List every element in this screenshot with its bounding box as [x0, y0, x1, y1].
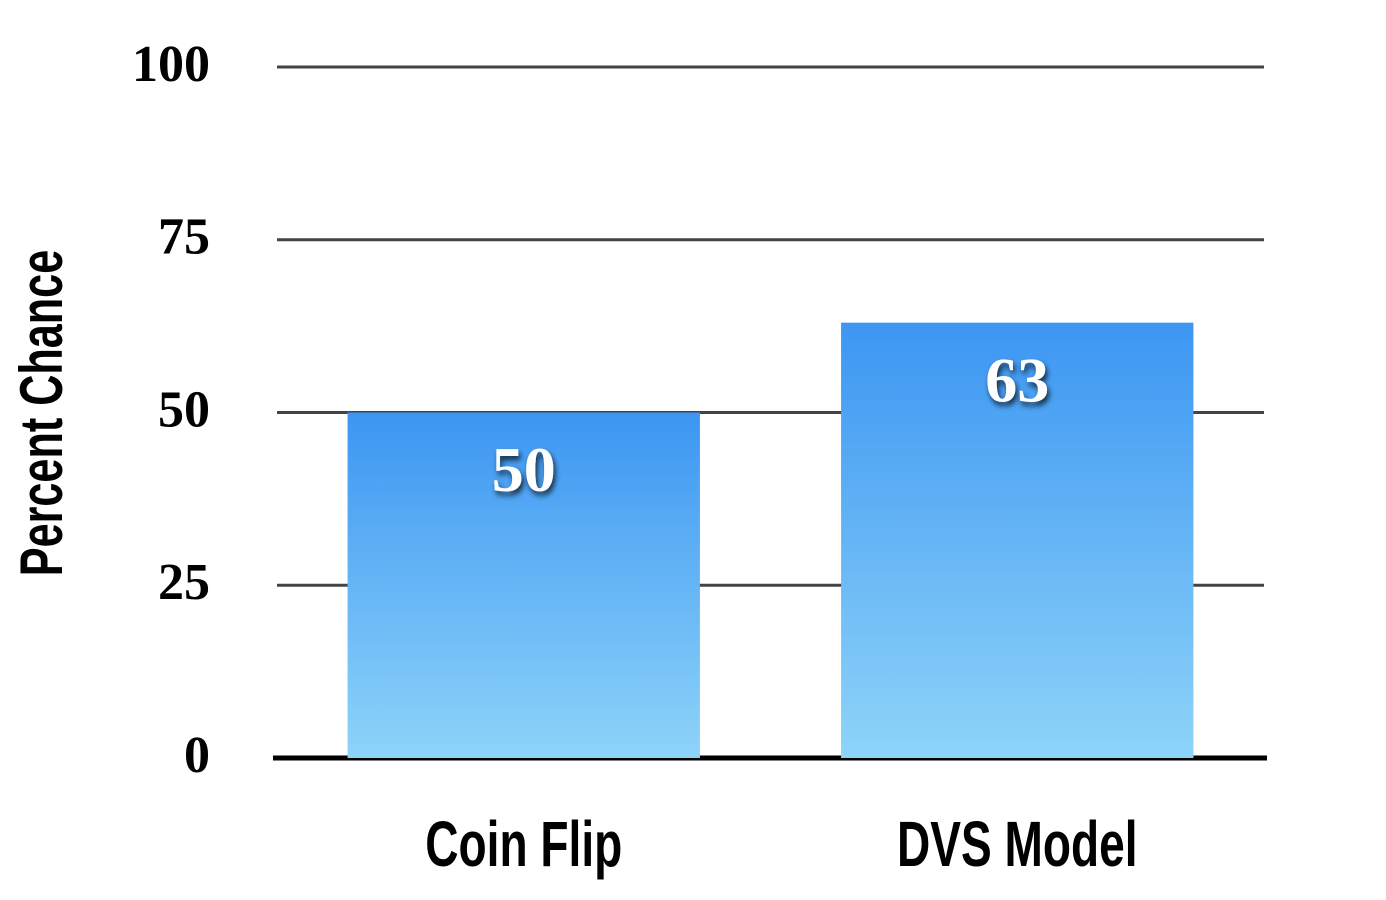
- x-tick-label: Coin Flip: [425, 809, 622, 880]
- y-tick-label: 100: [132, 36, 210, 93]
- data-label: 63: [985, 344, 1049, 415]
- bar: [841, 322, 1194, 758]
- x-tick-label: DVS Model: [897, 809, 1138, 880]
- y-tick-label: 75: [158, 209, 210, 266]
- y-axis-title: Percent Chance: [9, 250, 76, 576]
- data-label: 50: [492, 434, 556, 505]
- labels: 0 25 50 75 100 Coin Flip 50 DVS Model 63: [132, 36, 1138, 880]
- bar: [347, 412, 700, 758]
- y-tick-label: 0: [184, 727, 210, 784]
- bars: [347, 322, 1194, 758]
- y-tick-label: 50: [158, 381, 210, 438]
- y-tick-label: 25: [158, 554, 210, 611]
